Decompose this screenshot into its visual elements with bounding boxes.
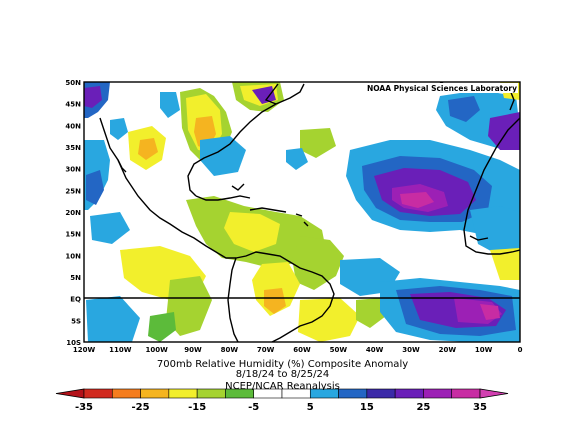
latitude-label: 15N bbox=[65, 231, 81, 239]
caption-line-2: 8/18/24 to 8/25/24 bbox=[235, 369, 330, 380]
latitude-label: 30N bbox=[65, 166, 81, 174]
longitude-label: 0 bbox=[518, 346, 523, 354]
latitude-label: 20N bbox=[65, 209, 81, 217]
colorbar-swatch bbox=[253, 388, 283, 399]
colorbar-label: -35 bbox=[75, 402, 93, 413]
latitude-labels: 50N 45N 40N 35N 30N 25N 20N 15N 10N 5N EQ 5S 10S bbox=[65, 79, 81, 347]
credit-text: NOAA Physical Sciences Laboratory bbox=[367, 84, 517, 93]
colorbar-swatch bbox=[309, 388, 339, 399]
colorbar-swatch bbox=[196, 388, 226, 399]
colorbar-label: -5 bbox=[248, 402, 259, 413]
colorbar-swatch bbox=[366, 388, 396, 399]
longitude-label: 40W bbox=[366, 346, 384, 354]
longitude-label: 80W bbox=[221, 346, 239, 354]
colorbar-swatch bbox=[140, 388, 170, 399]
latitude-label: 5N bbox=[70, 274, 81, 282]
colorbar-swatch bbox=[423, 388, 453, 399]
colorbar-label: -25 bbox=[132, 402, 150, 413]
latitude-label: EQ bbox=[70, 296, 81, 304]
colorbar-label: 5 bbox=[307, 402, 314, 413]
latitude-label: 25N bbox=[65, 187, 81, 195]
longitude-label: 50W bbox=[330, 346, 348, 354]
colorbar-label: 25 bbox=[416, 402, 430, 413]
map-frame bbox=[83, 81, 521, 343]
colorbar-label: -15 bbox=[188, 402, 206, 413]
latitude-label: 10S bbox=[66, 339, 81, 347]
longitude-label: 20W bbox=[439, 346, 457, 354]
caption-line-3: NCEP/NCAR Reanalysis bbox=[225, 381, 340, 390]
colorbar-label: 35 bbox=[473, 402, 487, 413]
latitude-label: 35N bbox=[65, 144, 81, 152]
latitude-label: 50N bbox=[65, 79, 81, 87]
longitude-label: 30W bbox=[402, 346, 420, 354]
latitude-label: 45N bbox=[65, 101, 81, 109]
colorbar-swatch bbox=[338, 388, 368, 399]
longitude-label: 10W bbox=[475, 346, 493, 354]
longitude-label: 60W bbox=[293, 346, 311, 354]
longitude-label: 110W bbox=[109, 346, 132, 354]
colorbar bbox=[55, 388, 509, 399]
longitude-labels: 120W 110W 100W 90W 80W 70W 60W 50W 40W 30W 20W 10W 0 bbox=[73, 346, 523, 354]
colorbar-swatch bbox=[281, 388, 311, 399]
colorbar-low-arrow bbox=[55, 388, 85, 399]
credit-box bbox=[366, 83, 518, 93]
colorbar-labels: -35 -25 -15 -5 5 15 25 35 bbox=[75, 402, 487, 413]
colorbar-swatch bbox=[111, 388, 141, 399]
colorbar-swatch bbox=[83, 388, 113, 399]
latitude-label: 40N bbox=[65, 122, 81, 130]
latitude-label: 10N bbox=[65, 252, 81, 260]
longitude-label: 100W bbox=[145, 346, 168, 354]
longitude-label: 120W bbox=[73, 346, 96, 354]
longitude-label: 70W bbox=[257, 346, 275, 354]
anomaly-shading bbox=[84, 82, 520, 342]
map-plot-area bbox=[84, 82, 520, 342]
colorbar-swatch bbox=[168, 388, 198, 399]
colorbar-swatch bbox=[225, 388, 255, 399]
colorbar-swatch bbox=[394, 388, 424, 399]
colorbar-swatch bbox=[451, 388, 481, 399]
caption-line-1: 700mb Relative Humidity (%) Composite An… bbox=[156, 359, 409, 370]
longitude-label: 90W bbox=[184, 346, 202, 354]
colorbar-label: 15 bbox=[360, 402, 374, 413]
colorbar-high-arrow bbox=[479, 388, 509, 399]
latitude-label: 5S bbox=[71, 317, 81, 325]
